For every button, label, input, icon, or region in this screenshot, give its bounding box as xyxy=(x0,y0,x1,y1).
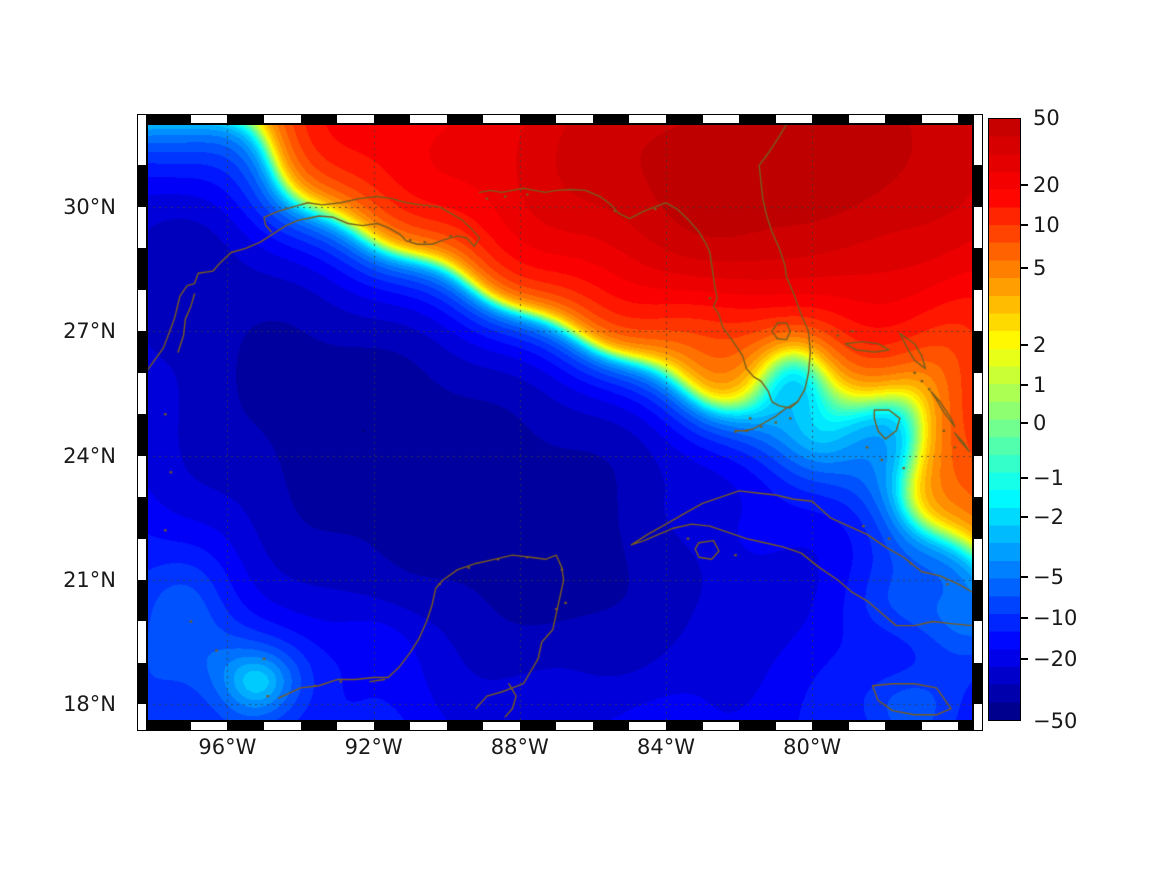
colorbar-tick-1 xyxy=(1021,384,1028,387)
colorbar-tick-5 xyxy=(1021,267,1028,270)
colorbar-tick-20 xyxy=(1021,183,1028,186)
frame-tick-left xyxy=(137,248,147,290)
frame-tick-left xyxy=(137,165,147,207)
frame-tick-bottom xyxy=(300,721,338,731)
colorbar-label--20: −20 xyxy=(1033,647,1078,672)
frame-tick-bottom-end xyxy=(147,721,155,731)
colorbar-label-1: 1 xyxy=(1033,373,1047,398)
frame-tick-bottom xyxy=(592,721,630,731)
colorbar-gradient xyxy=(988,118,1021,721)
latitude-label-18°N: 18°N xyxy=(63,692,116,717)
colorbar-tick--10 xyxy=(1021,617,1028,620)
frame-tick-top xyxy=(958,114,973,124)
colorbar-tick-0 xyxy=(1021,421,1028,424)
frame-tick-bottom xyxy=(885,721,922,731)
frame-tick-left xyxy=(137,662,147,705)
map-axes[interactable] xyxy=(137,114,983,731)
frame-tick-bottom xyxy=(665,721,703,731)
colorbar-label-20: 20 xyxy=(1033,172,1060,197)
frame-tick-right xyxy=(973,497,983,539)
latitude-label-30°N: 30°N xyxy=(63,194,116,219)
colorbar-label-0: 0 xyxy=(1033,410,1047,435)
frame-tick-bottom xyxy=(958,721,973,731)
frame-tick-bottom xyxy=(519,721,557,731)
frame-tick-bottom xyxy=(446,721,484,731)
frame-tick-right xyxy=(973,414,983,456)
colorbar-label--5: −5 xyxy=(1033,565,1064,590)
longitude-label-88°W: 88°W xyxy=(490,735,549,759)
longitude-label-96°W: 96°W xyxy=(198,735,257,759)
frame-tick-right xyxy=(973,580,983,622)
frame-tick-top xyxy=(739,114,776,124)
frame-tick-top-end xyxy=(147,114,155,124)
frame-tick-top xyxy=(227,114,264,124)
latitude-label-21°N: 21°N xyxy=(63,568,116,593)
colorbar-label-5: 5 xyxy=(1033,256,1047,281)
latitude-label-24°N: 24°N xyxy=(63,443,116,468)
frame-tick-bottom xyxy=(154,721,191,731)
colorbar-label-50: 50 xyxy=(1033,106,1060,130)
frame-tick-right xyxy=(973,248,983,290)
longitude-label-84°W: 84°W xyxy=(636,735,695,759)
frame-tick-bottom xyxy=(739,721,776,731)
colorbar-label--2: −2 xyxy=(1033,505,1064,530)
colorbar-tick--2 xyxy=(1021,516,1028,519)
frame-tick-left xyxy=(137,497,147,539)
contour-field-canvas xyxy=(147,124,973,721)
colorbar-label--10: −10 xyxy=(1033,606,1078,631)
frame-tick-top xyxy=(665,114,703,124)
colorbar-label-2: 2 xyxy=(1033,333,1047,358)
frame-tick-bottom xyxy=(373,721,411,731)
frame-tick-top xyxy=(592,114,630,124)
frame-tick-top xyxy=(300,114,338,124)
frame-tick-top xyxy=(812,114,849,124)
frame-tick-bottom xyxy=(812,721,849,731)
frame-tick-right xyxy=(973,331,983,373)
colorbar-label--50: −50 xyxy=(1033,709,1078,733)
frame-tick-right xyxy=(973,662,983,705)
latitude-label-27°N: 27°N xyxy=(63,319,116,344)
colorbar[interactable]: 50 20 10 5 2 1 0 −1 −2 −5 −10 −20 −50 xyxy=(988,106,1077,733)
colorbar-tick-2 xyxy=(1021,344,1028,347)
frame-tick-top xyxy=(446,114,484,124)
frame-tick-bottom xyxy=(227,721,264,731)
colorbar-tick--20 xyxy=(1021,658,1028,661)
frame-tick-left xyxy=(137,580,147,622)
frame-tick-top xyxy=(885,114,922,124)
colorbar-tick-10 xyxy=(1021,224,1028,227)
colorbar-tick--1 xyxy=(1021,476,1028,479)
colorbar-tick--5 xyxy=(1021,576,1028,579)
longitude-label-92°W: 92°W xyxy=(344,735,403,759)
colorbar-label-10: 10 xyxy=(1033,213,1060,238)
frame-tick-right xyxy=(973,165,983,207)
map-plot-area[interactable] xyxy=(147,124,973,721)
frame-tick-left xyxy=(137,331,147,373)
frame-tick-top xyxy=(519,114,557,124)
longitude-label-80°W: 80°W xyxy=(783,735,842,759)
frame-tick-top xyxy=(373,114,411,124)
frame-tick-top xyxy=(154,114,191,124)
colorbar-label--1: −1 xyxy=(1033,465,1064,490)
frame-tick-left xyxy=(137,414,147,456)
